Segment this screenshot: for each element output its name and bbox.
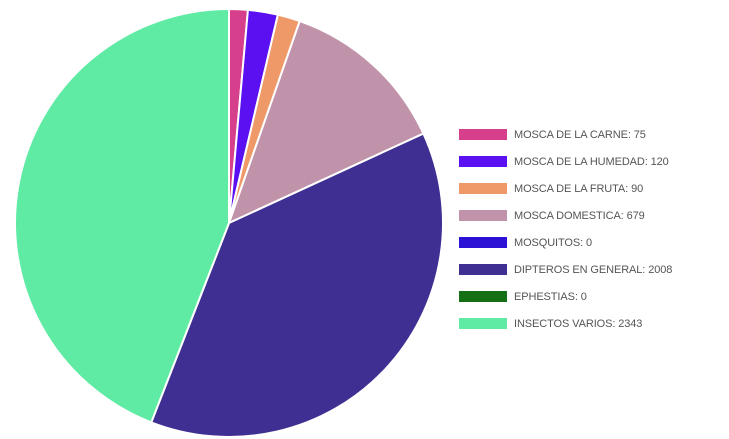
legend-item-mosca-de-la-carne[interactable]: MOSCA DE LA CARNE: 75 bbox=[459, 121, 672, 148]
legend-label: INSECTOS VARIOS: 2343 bbox=[514, 317, 643, 330]
legend-label: DIPTEROS EN GENERAL: 2008 bbox=[514, 263, 673, 276]
pie-slices bbox=[14, 7, 444, 438]
legend-label: MOSCA DE LA CARNE: 75 bbox=[514, 128, 646, 141]
legend-item-insectos-varios[interactable]: INSECTOS VARIOS: 2343 bbox=[459, 310, 672, 337]
legend-swatch bbox=[459, 264, 507, 275]
pie-slice-mosca-domestica[interactable] bbox=[227, 19, 425, 225]
chart-legend: MOSCA DE LA CARNE: 75 MOSCA DE LA HUMEDA… bbox=[459, 121, 672, 337]
legend-label: EPHESTIAS: 0 bbox=[514, 290, 587, 303]
legend-swatch bbox=[459, 129, 507, 140]
legend-swatch bbox=[459, 318, 507, 329]
legend-label: MOSCA DE LA HUMEDAD: 120 bbox=[514, 155, 669, 168]
legend-item-mosquitos[interactable]: MOSQUITOS: 0 bbox=[459, 229, 672, 256]
legend-swatch bbox=[459, 210, 507, 221]
legend-item-mosca-de-la-fruta[interactable]: MOSCA DE LA FRUTA: 90 bbox=[459, 175, 672, 202]
legend-label: MOSCA DE LA FRUTA: 90 bbox=[514, 182, 644, 195]
legend-label: MOSCA DOMESTICA: 679 bbox=[514, 209, 645, 222]
legend-item-mosca-de-la-humedad[interactable]: MOSCA DE LA HUMEDAD: 120 bbox=[459, 148, 672, 175]
pie-slice-insectos-varios[interactable] bbox=[14, 7, 230, 424]
legend-label: MOSQUITOS: 0 bbox=[514, 236, 593, 249]
legend-item-ephestias[interactable]: EPHESTIAS: 0 bbox=[459, 283, 672, 310]
legend-item-dipteros-en-general[interactable]: DIPTEROS EN GENERAL: 2008 bbox=[459, 256, 672, 283]
legend-swatch bbox=[459, 183, 507, 194]
legend-swatch bbox=[459, 156, 507, 167]
legend-swatch bbox=[459, 291, 507, 302]
pie-slice-dipteros-en-general[interactable] bbox=[149, 132, 444, 438]
legend-swatch bbox=[459, 237, 507, 248]
legend-item-mosca-domestica[interactable]: MOSCA DOMESTICA: 679 bbox=[459, 202, 672, 229]
